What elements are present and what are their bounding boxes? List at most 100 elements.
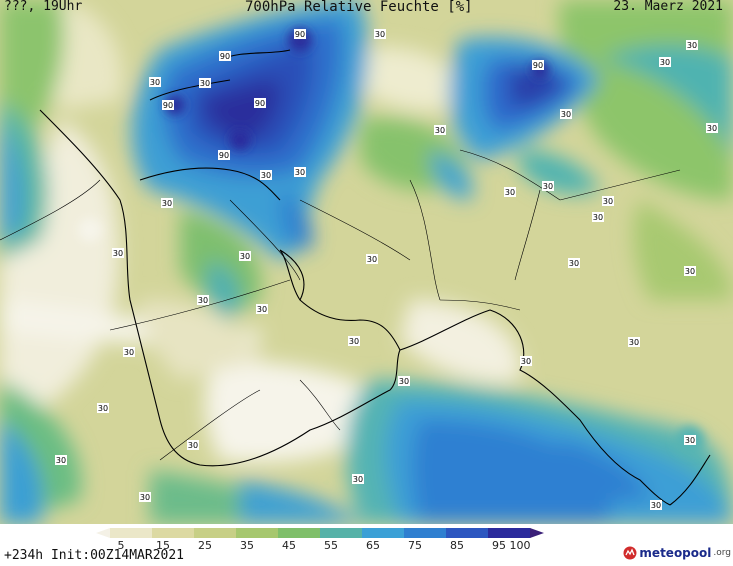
svg-text:30: 30 (367, 255, 377, 264)
svg-text:30: 30 (375, 30, 385, 39)
svg-text:30: 30 (707, 124, 717, 133)
legend-tick-label: 100 (509, 539, 531, 552)
svg-text:30: 30 (399, 377, 409, 386)
legend-tick-label: 15 (156, 539, 170, 552)
svg-text:30: 30 (561, 110, 571, 119)
contour-label-30: 30 (260, 170, 272, 180)
model-run-info: +234h Init:00Z14MAR2021 (4, 548, 185, 563)
contour-label-90: 90 (218, 150, 230, 160)
contour-label-30: 30 (684, 266, 696, 276)
legend-swatch (320, 528, 363, 538)
svg-text:30: 30 (261, 171, 271, 180)
svg-text:90: 90 (533, 61, 543, 70)
contour-label-30: 30 (366, 254, 378, 264)
borders (0, 149, 681, 461)
legend-swatch (110, 528, 153, 538)
map-title: 700hPa Relative Feuchte [%] (245, 0, 473, 15)
contour-label-30: 30 (123, 347, 135, 357)
contour-label-30: 30 (592, 212, 604, 222)
legend-tick-label: 45 (282, 539, 296, 552)
contour-label-30: 30 (97, 403, 109, 413)
contour-label-90: 90 (532, 60, 544, 70)
coastlines (39, 49, 711, 506)
svg-text:90: 90 (220, 52, 230, 61)
svg-text:30: 30 (687, 41, 697, 50)
contour-label-30: 30 (294, 167, 306, 177)
svg-text:30: 30 (98, 404, 108, 413)
svg-text:90: 90 (219, 151, 229, 160)
forecast-date-label: 23. Maerz 2021 (613, 0, 723, 14)
contour-labels: 90 90 90 90 90 90 30 30 30 30 30 (55, 29, 718, 510)
contour-label-30: 30 (628, 337, 640, 347)
logo-suffix: .org (713, 548, 731, 558)
contour-label-30: 30 (161, 198, 173, 208)
svg-text:30: 30 (150, 78, 160, 87)
contour-label-30: 30 (187, 440, 199, 450)
legend-tick-label: 5 (117, 539, 125, 552)
contour-label-30: 30 (684, 435, 696, 445)
contour-label-30: 30 (112, 248, 124, 258)
contour-label-30: 30 (239, 251, 251, 261)
svg-text:30: 30 (188, 441, 198, 450)
contour-label-30: 30 (374, 29, 386, 39)
legend-arrow-left (96, 528, 110, 538)
svg-text:90: 90 (163, 101, 173, 110)
contour-label-90: 90 (294, 29, 306, 39)
contour-label-30: 30 (352, 474, 364, 484)
contour-label-30: 30 (139, 492, 151, 502)
contour-label-30: 30 (568, 258, 580, 268)
contour-label-30: 30 (659, 57, 671, 67)
contour-label-30: 30 (686, 40, 698, 50)
svg-text:90: 90 (295, 30, 305, 39)
contour-label-30: 30 (256, 304, 268, 314)
legend-tick-label: 35 (240, 539, 254, 552)
contour-label-30: 30 (149, 77, 161, 87)
legend-swatch (362, 528, 405, 538)
svg-text:30: 30 (349, 337, 359, 346)
svg-text:30: 30 (685, 436, 695, 445)
svg-text:30: 30 (124, 348, 134, 357)
humidity-map: 90 90 90 90 90 90 30 30 30 30 30 (0, 0, 733, 524)
legend-swatch (404, 528, 447, 538)
contour-label-90: 90 (254, 98, 266, 108)
svg-text:30: 30 (257, 305, 267, 314)
logo-text: meteopool (639, 546, 712, 560)
logo-icon (623, 546, 637, 560)
contour-label-90: 90 (219, 51, 231, 61)
svg-text:30: 30 (651, 501, 661, 510)
svg-text:30: 30 (593, 213, 603, 222)
contour-label-30: 30 (542, 181, 554, 191)
contour-label-30: 30 (434, 125, 446, 135)
svg-text:30: 30 (435, 126, 445, 135)
svg-text:30: 30 (505, 188, 515, 197)
legend-arrow-right (530, 528, 544, 538)
contour-label-30: 30 (348, 336, 360, 346)
contour-label-90: 90 (162, 100, 174, 110)
color-legend-bar (96, 528, 544, 538)
svg-text:30: 30 (569, 259, 579, 268)
svg-text:30: 30 (685, 267, 695, 276)
contour-label-30: 30 (706, 123, 718, 133)
svg-text:90: 90 (255, 99, 265, 108)
svg-text:30: 30 (660, 58, 670, 67)
svg-text:30: 30 (198, 296, 208, 305)
legend-swatch (446, 528, 489, 538)
svg-text:30: 30 (200, 79, 210, 88)
contour-label-30: 30 (55, 455, 67, 465)
svg-text:30: 30 (629, 338, 639, 347)
svg-text:30: 30 (162, 199, 172, 208)
legend-swatch (194, 528, 237, 538)
svg-text:30: 30 (295, 168, 305, 177)
contour-label-30: 30 (199, 78, 211, 88)
legend-tick-label: 85 (450, 539, 464, 552)
legend-tick-label: 75 (408, 539, 422, 552)
legend-swatch (236, 528, 279, 538)
legend-tick-label: 95 (492, 539, 506, 552)
svg-text:30: 30 (140, 493, 150, 502)
contour-label-30: 30 (398, 376, 410, 386)
svg-text:30: 30 (603, 197, 613, 206)
legend-swatch (488, 528, 531, 538)
legend-tick-label: 55 (324, 539, 338, 552)
svg-text:30: 30 (113, 249, 123, 258)
contour-label-30: 30 (602, 196, 614, 206)
